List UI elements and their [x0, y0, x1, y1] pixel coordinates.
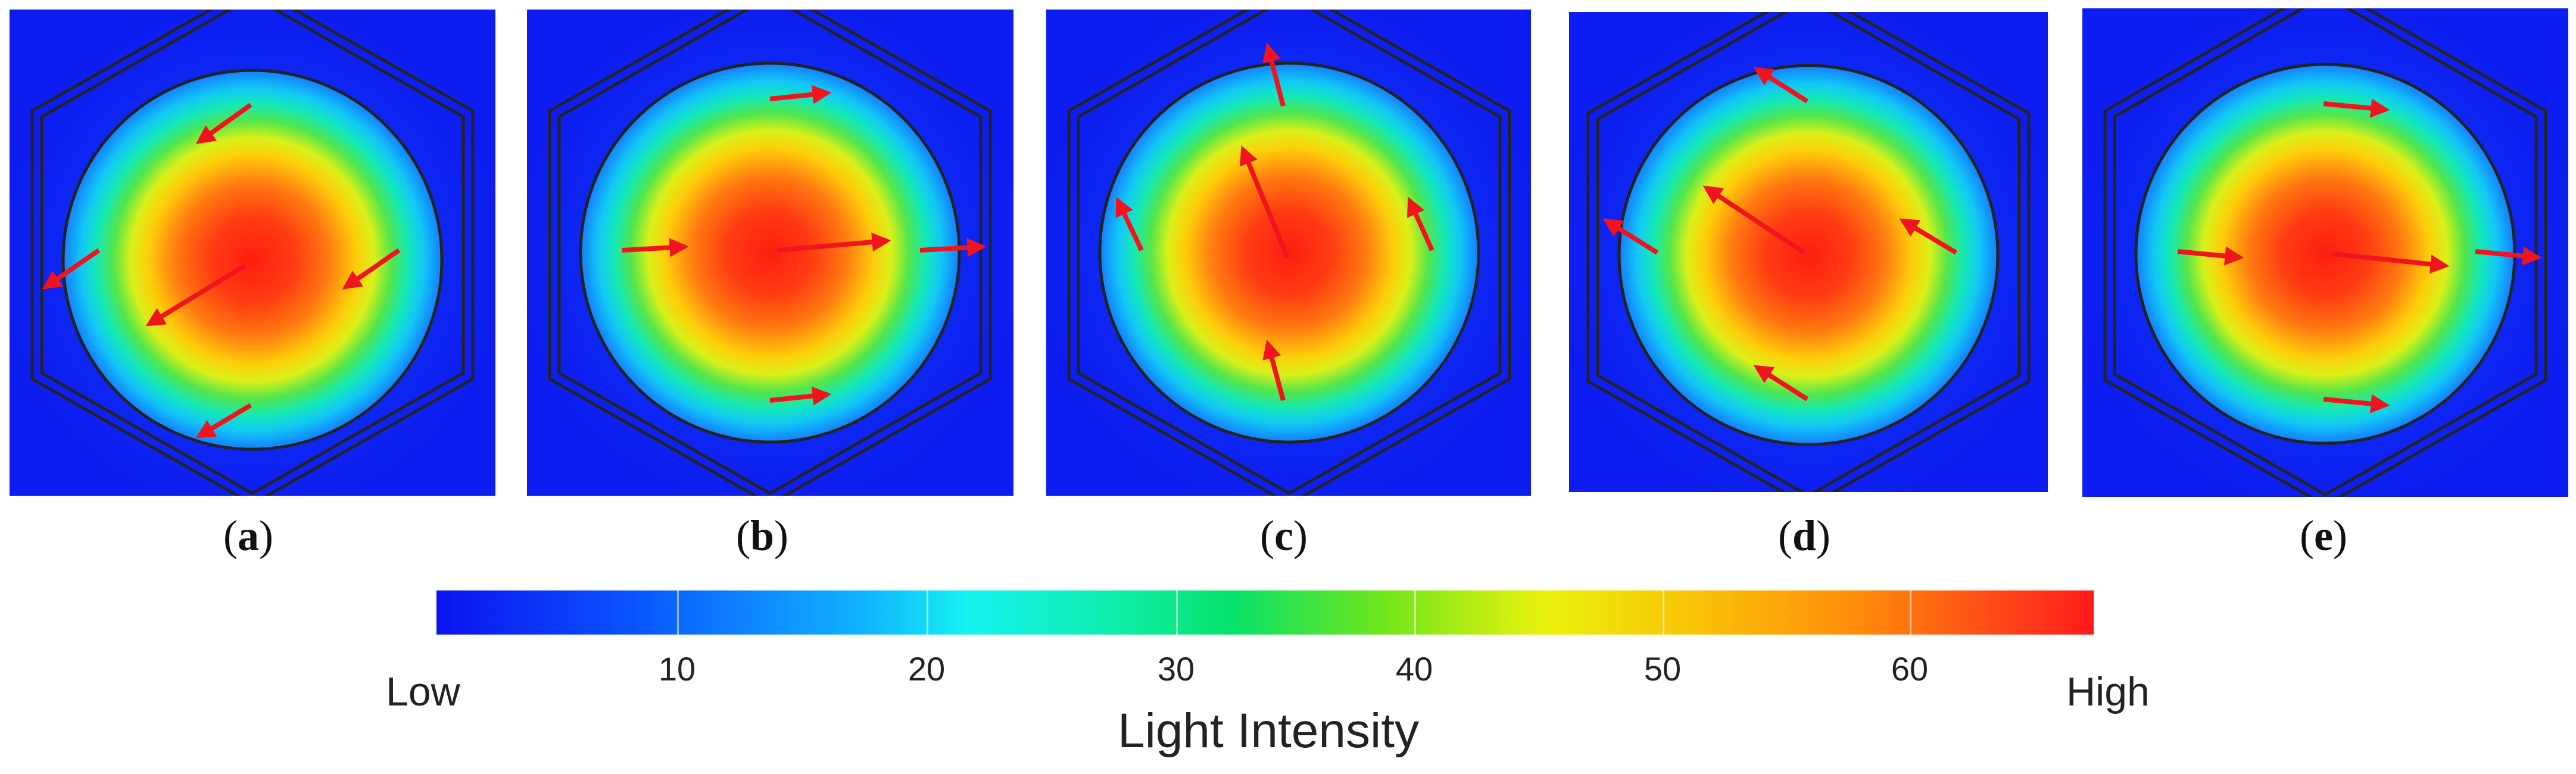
colorbar-tick [677, 590, 679, 635]
colorbar-low-label: Low [386, 669, 460, 714]
panel-label-c: (c) [1260, 512, 1308, 559]
flow-arrows-d [1602, 67, 1958, 402]
panel-e [2082, 8, 2568, 497]
panel-label-d: (d) [1777, 512, 1830, 559]
colorbar-tick-label: 50 [1643, 650, 1682, 688]
panel-a [10, 10, 495, 496]
colorbar-tick-label: 20 [907, 650, 946, 688]
colorbar-tick-label: 10 [658, 650, 696, 688]
colorbar-tick [1176, 590, 1178, 635]
panel-label-b: (b) [735, 512, 788, 559]
flow-arrows-a [42, 102, 401, 439]
colorbar-tick [1910, 590, 1911, 635]
panel-label-e: (e) [2300, 512, 2347, 559]
colorbar-tick [1663, 590, 1664, 635]
panel-c [1046, 10, 1531, 496]
panel-d [1569, 12, 2048, 492]
colorbar-tick-label: 60 [1891, 650, 1929, 688]
colorbar-tick-label: 30 [1157, 650, 1195, 688]
colorbar-tick [1414, 590, 1416, 635]
colorbar-tick-label: 40 [1395, 650, 1433, 688]
flow-arrows-b [622, 85, 987, 406]
flow-arrows-c [1115, 42, 1434, 402]
colorbar-title: Light Intensity [1118, 704, 1419, 758]
panel-b [527, 10, 1013, 496]
colorbar-high-label: High [2066, 669, 2150, 714]
panel-label-a: (a) [223, 512, 273, 559]
colorbar-tick [927, 590, 928, 635]
colorbar [436, 590, 2094, 635]
flow-arrows-e [2177, 98, 2542, 414]
